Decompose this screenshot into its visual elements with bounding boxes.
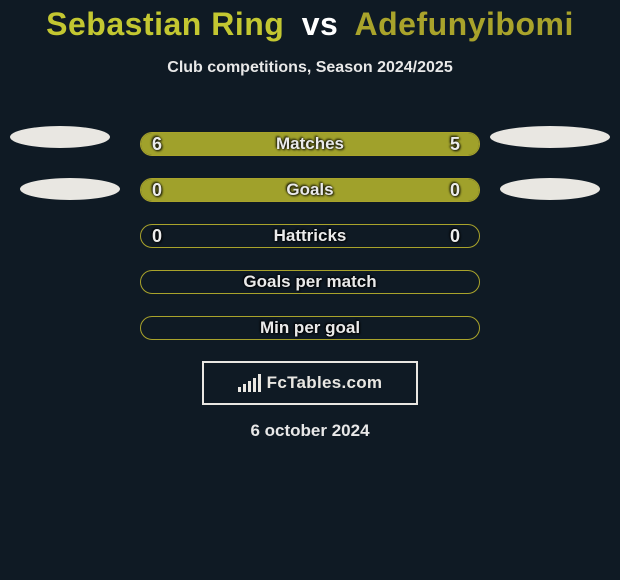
chart-bar-icon xyxy=(248,381,251,392)
fctables-badge[interactable]: FcTables.com xyxy=(202,361,418,405)
page-title: Sebastian Ring vs Adefunyibomi xyxy=(0,0,620,43)
stat-row: Goals per match xyxy=(0,259,620,305)
chart-bar-icon xyxy=(253,378,256,392)
stat-row: Hattricks00 xyxy=(0,213,620,259)
stat-bar xyxy=(140,178,480,202)
comparison-card: Sebastian Ring vs Adefunyibomi Club comp… xyxy=(0,0,620,580)
player2-name: Adefunyibomi xyxy=(355,6,574,42)
club-right-a xyxy=(490,126,610,148)
stat-bar xyxy=(140,132,480,156)
vs-label: vs xyxy=(302,6,339,42)
club-left-b xyxy=(20,178,120,200)
stat-bar xyxy=(140,316,480,340)
stat-bar-fill xyxy=(141,133,479,155)
club-right-b xyxy=(500,178,600,200)
stat-bar-fill xyxy=(141,179,479,201)
chart-bar-icon xyxy=(238,387,241,392)
chart-bar-icon xyxy=(258,374,261,392)
club-left-a xyxy=(10,126,110,148)
stat-row: Min per goal xyxy=(0,305,620,351)
subtitle: Club competitions, Season 2024/2025 xyxy=(0,59,620,77)
bar-chart-icon xyxy=(238,374,261,392)
stats-area: Matches65Goals00Hattricks00Goals per mat… xyxy=(0,121,620,351)
date-label: 6 october 2024 xyxy=(0,421,620,441)
badge-text: FcTables.com xyxy=(267,373,383,393)
player1-name: Sebastian Ring xyxy=(46,6,284,42)
stat-bar xyxy=(140,224,480,248)
chart-bar-icon xyxy=(243,384,246,392)
stat-bar xyxy=(140,270,480,294)
